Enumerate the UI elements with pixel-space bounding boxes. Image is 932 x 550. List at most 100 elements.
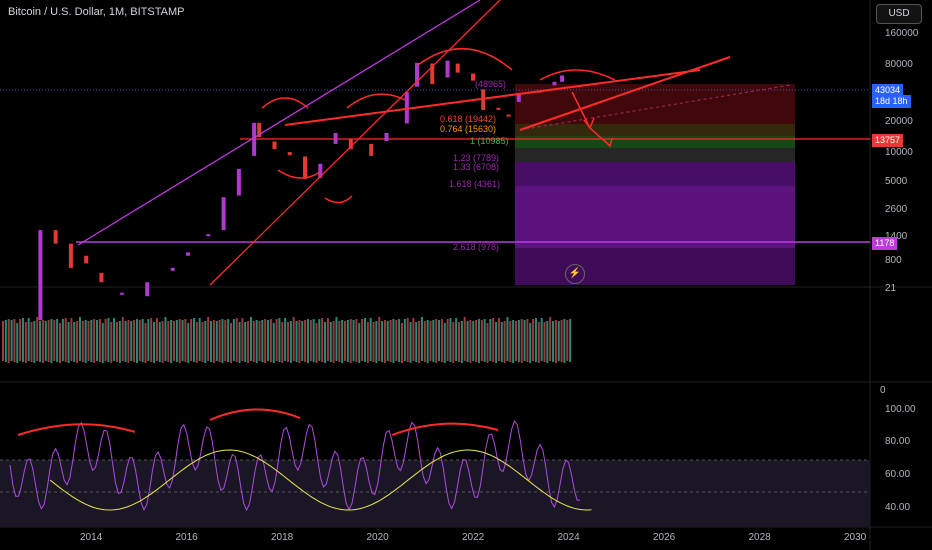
arrow-head xyxy=(603,137,613,148)
volume-bar xyxy=(36,317,39,361)
rsi-tick-label: 40.00 xyxy=(885,502,911,513)
candle xyxy=(84,255,89,264)
volume-bar xyxy=(210,321,213,362)
fib-level-label: 1.23 (7789) xyxy=(453,153,500,163)
volume-bar xyxy=(87,321,90,361)
time-tick-label: 2024 xyxy=(557,532,580,543)
volume-bar xyxy=(403,319,406,361)
volume-bar xyxy=(70,318,73,361)
fib-zone xyxy=(515,124,795,136)
candle xyxy=(430,63,435,85)
volume-bar xyxy=(509,321,512,362)
trendline-rising xyxy=(209,0,501,286)
volume-bar xyxy=(218,320,221,362)
volume-bar xyxy=(563,319,566,363)
candle xyxy=(252,122,257,156)
volume-bar xyxy=(30,322,33,362)
volume-bar xyxy=(560,320,563,362)
volume-bar xyxy=(335,317,338,361)
rsi-tick-label: 60.00 xyxy=(885,469,911,480)
volume-bar xyxy=(230,323,232,363)
volume-bar xyxy=(449,318,452,362)
volume-bar xyxy=(158,322,161,362)
volume-bar xyxy=(301,321,304,361)
volume-bar xyxy=(289,321,292,363)
volume-bar xyxy=(190,319,193,361)
volume-bar xyxy=(19,319,22,361)
lightning-icon[interactable]: ⚡ xyxy=(565,264,585,284)
price-tick-label: 2600 xyxy=(885,204,908,215)
time-tick-label: 2016 xyxy=(175,532,198,543)
arc-annotation xyxy=(324,195,353,204)
candle xyxy=(455,63,460,73)
volume-bar xyxy=(406,318,409,362)
volume-bar xyxy=(249,317,252,361)
volume-bar xyxy=(534,318,537,362)
current-price-tag: 43034 xyxy=(872,84,904,97)
volume-bar xyxy=(529,323,532,363)
volume-bar xyxy=(118,321,121,363)
volume-bar xyxy=(363,318,366,362)
volume-bar xyxy=(101,323,104,363)
volume-bar xyxy=(155,318,158,361)
candle xyxy=(38,230,43,321)
volume-bar xyxy=(275,319,278,361)
volume-bar xyxy=(195,322,198,363)
time-tick-label: 2030 xyxy=(844,532,867,543)
rsi-band xyxy=(0,460,870,527)
candle xyxy=(68,243,73,268)
time-tick-label: 2014 xyxy=(80,532,103,543)
volume-bar xyxy=(50,319,53,363)
arc-annotation xyxy=(346,93,406,109)
volume-bar xyxy=(150,318,153,362)
volume-bar xyxy=(130,321,133,361)
fib-zone xyxy=(515,162,795,186)
time-tick-label: 2022 xyxy=(462,532,485,543)
volume-bar xyxy=(409,322,412,363)
candle xyxy=(221,197,226,231)
candle xyxy=(470,73,475,81)
arc-annotation xyxy=(277,169,321,179)
volume-bar xyxy=(78,317,81,361)
volume-bar xyxy=(309,320,312,361)
volume-bar xyxy=(164,317,167,361)
candle xyxy=(185,252,190,256)
volume-bar xyxy=(84,320,87,363)
volume-bar xyxy=(443,323,446,363)
volume-bar xyxy=(284,318,287,361)
volume-bar xyxy=(192,318,195,362)
volume-bar xyxy=(540,318,543,361)
volume-bar xyxy=(261,320,264,362)
volume-bar xyxy=(460,321,463,363)
volume-bar xyxy=(480,320,483,361)
candle xyxy=(369,143,374,156)
volume-bar xyxy=(221,319,224,363)
candle xyxy=(236,168,241,196)
currency-button[interactable]: USD xyxy=(876,4,922,24)
candle xyxy=(445,60,450,78)
volume-bar xyxy=(492,318,495,362)
volume-bar xyxy=(312,319,315,362)
volume-bar xyxy=(420,317,423,361)
volume-bar xyxy=(543,322,546,362)
volume-bar xyxy=(16,323,19,363)
volume-bar xyxy=(455,318,458,361)
volume-bar xyxy=(557,321,560,361)
candle xyxy=(415,62,420,87)
volume-bar xyxy=(56,319,59,362)
volume-bar xyxy=(124,321,127,362)
volume-bar xyxy=(435,319,438,363)
volume-bar xyxy=(184,319,187,362)
volume-bar xyxy=(175,320,178,362)
volume-bar xyxy=(7,319,10,363)
volume-bar xyxy=(426,320,429,363)
volume-bar xyxy=(53,320,56,361)
volume-bar xyxy=(107,318,110,362)
volume-bar xyxy=(472,321,475,361)
volume-bar xyxy=(147,319,150,361)
volume-bar xyxy=(110,322,113,363)
rsi-arc xyxy=(391,422,499,436)
volume-bar xyxy=(512,320,515,363)
volume-bar xyxy=(549,317,552,361)
